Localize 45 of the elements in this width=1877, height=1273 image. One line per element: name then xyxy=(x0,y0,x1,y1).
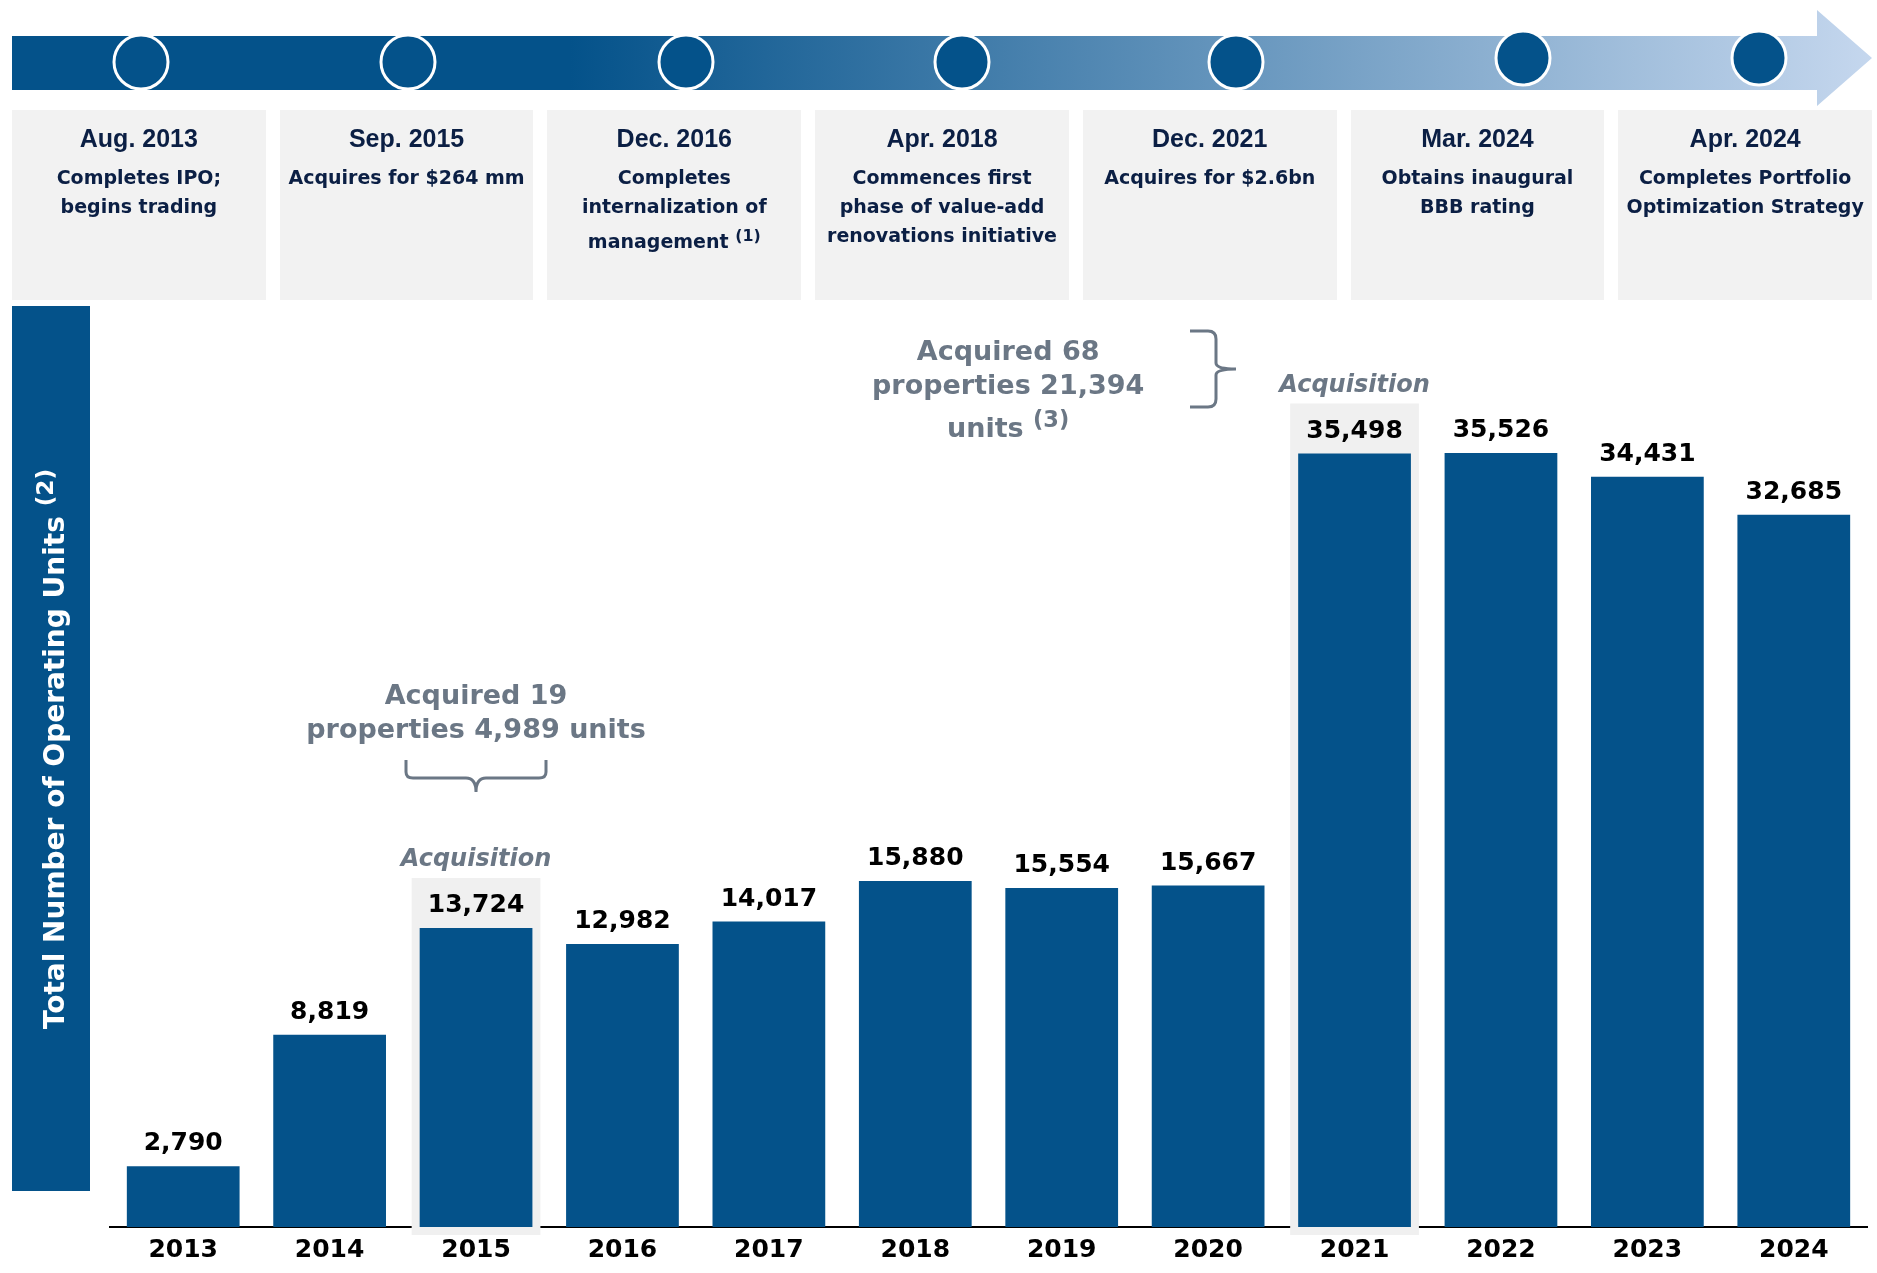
x-tick-label: 2020 xyxy=(1173,1233,1243,1263)
data-label: 32,685 xyxy=(1745,475,1843,505)
text: Aug. 2013 Completes IPO; begins trading xyxy=(55,124,223,219)
data-label: 2,790 xyxy=(143,1127,223,1157)
data-label: 15,880 xyxy=(867,841,964,871)
data-label: 15,554 xyxy=(1013,849,1110,879)
x-tick-label: 2015 xyxy=(441,1233,511,1263)
data-label: 15,667 xyxy=(1159,846,1257,876)
data-label: 34,431 xyxy=(1599,437,1696,467)
x-tick-label: 2024 xyxy=(1758,1233,1829,1263)
bar xyxy=(1591,476,1704,1227)
bar xyxy=(273,1034,386,1227)
text: Dec. 2016 Completes internalization of management $^{(1)}$ xyxy=(580,124,768,255)
band-label: Acquisition xyxy=(398,843,552,872)
text: Mar. 2024 Obtains inaugural BBB rating xyxy=(1380,124,1575,219)
x-tick-label: 2021 xyxy=(1319,1233,1390,1263)
text: Acquired 68 properties 21,394 units $^{(3)}$ xyxy=(871,333,1146,445)
bar xyxy=(1151,885,1265,1227)
data-label: 35,526 xyxy=(1452,413,1550,443)
bar xyxy=(1737,514,1851,1227)
x-tick-label: 2013 xyxy=(148,1233,219,1263)
x-tick-label: 2017 xyxy=(734,1233,804,1263)
bar xyxy=(1005,888,1119,1227)
data-label: 35,498 xyxy=(1306,414,1403,444)
data-label: 8,819 xyxy=(290,995,370,1025)
bar xyxy=(858,880,972,1227)
x-tick-label: 2016 xyxy=(587,1233,658,1263)
x-tick-label: 2022 xyxy=(1466,1233,1536,1263)
x-tick-label: 2014 xyxy=(294,1233,365,1263)
text: Apr. 2018 Commences first phase of value-add renovations initiative xyxy=(826,124,1058,248)
band-label: Acquisition xyxy=(1277,369,1430,398)
bar xyxy=(712,921,826,1227)
text: Apr. 2024 Completes Portfolio Optimization Strategy xyxy=(1625,124,1865,219)
text: Dec. 2021 Acquires for $2.6bn xyxy=(1103,124,1317,190)
bar xyxy=(1444,452,1558,1227)
data-label: 14,017 xyxy=(720,882,818,912)
bar xyxy=(566,944,679,1227)
data-label: 12,982 xyxy=(574,905,671,935)
data-label: 13,724 xyxy=(427,888,525,918)
x-tick-label: 2019 xyxy=(1026,1233,1097,1263)
bar xyxy=(126,1166,240,1227)
annotation: Acquired 19 properties 4,989 units xyxy=(306,677,647,746)
x-tick-label: 2018 xyxy=(880,1233,951,1263)
x-tick-label: 2023 xyxy=(1612,1233,1683,1263)
text: Sep. 2015 Acquires for $264 mm xyxy=(287,124,526,190)
